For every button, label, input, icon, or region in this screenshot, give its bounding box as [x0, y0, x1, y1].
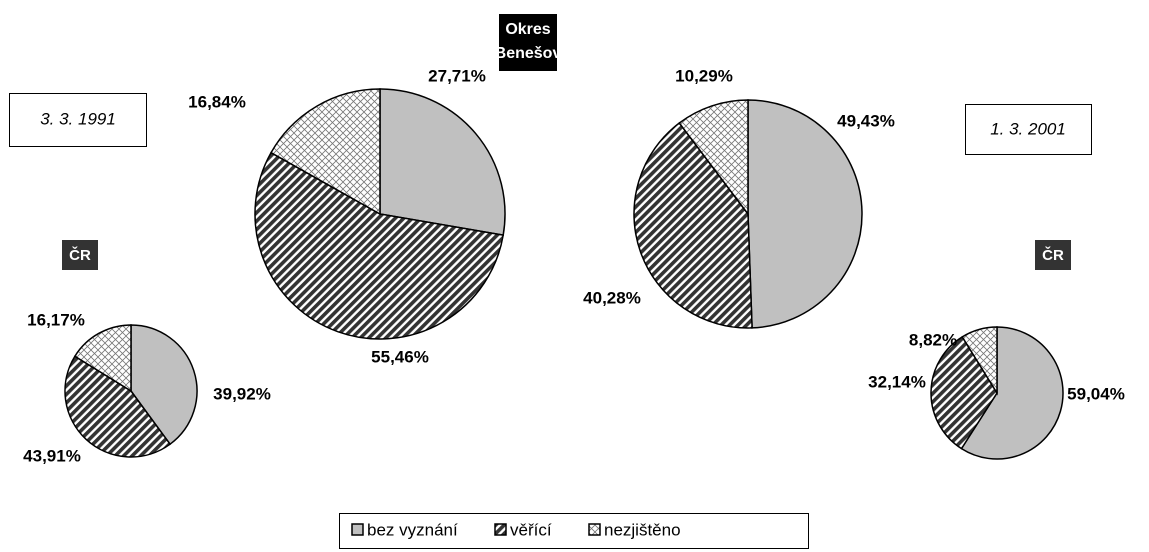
pie-slice	[379, 88, 506, 237]
legend-swatch	[351, 523, 364, 536]
date-label: 3. 3. 1991	[40, 109, 116, 128]
pie-slice	[678, 99, 749, 217]
date-label: 1. 3. 2001	[990, 119, 1066, 138]
data-label: 27,71%	[428, 66, 486, 85]
data-label: 16,84%	[188, 92, 246, 111]
pie-slice	[960, 326, 1064, 460]
legend	[339, 513, 809, 549]
legend-label: nezjištěno	[604, 520, 681, 539]
pie-slice	[254, 151, 505, 340]
data-label: 32,14%	[868, 372, 926, 391]
data-label: 59,04%	[1067, 384, 1125, 403]
pie-slice	[930, 335, 998, 450]
legend-swatch	[494, 523, 507, 536]
chart-title: ČR	[69, 246, 91, 264]
data-label: 55,46%	[371, 347, 429, 366]
pie-slice	[73, 324, 132, 393]
pie-slice	[64, 355, 172, 458]
data-label: 16,17%	[27, 310, 85, 329]
pie-slice	[270, 88, 381, 216]
header-line: Benešov	[495, 45, 562, 62]
title-box	[1035, 240, 1071, 270]
chart-title: ČR	[1042, 246, 1064, 264]
pie-slice	[633, 121, 753, 329]
date-box	[965, 104, 1092, 155]
data-label: 10,29%	[675, 66, 733, 85]
header-box	[499, 14, 557, 71]
pie-slice	[961, 326, 998, 396]
header-line: Okres	[505, 21, 550, 38]
data-label: 39,92%	[213, 384, 271, 403]
title-box	[62, 240, 98, 270]
legend-label: věřící	[510, 520, 552, 539]
date-box	[9, 93, 147, 147]
data-label: 49,43%	[837, 111, 895, 130]
legend-swatch	[588, 523, 601, 536]
data-label: 40,28%	[583, 288, 641, 307]
pie-slice	[747, 99, 863, 329]
data-label: 8,82%	[909, 330, 957, 349]
pie-slice	[130, 324, 198, 446]
data-label: 43,91%	[23, 446, 81, 465]
legend-label: bez vyznání	[367, 520, 458, 539]
